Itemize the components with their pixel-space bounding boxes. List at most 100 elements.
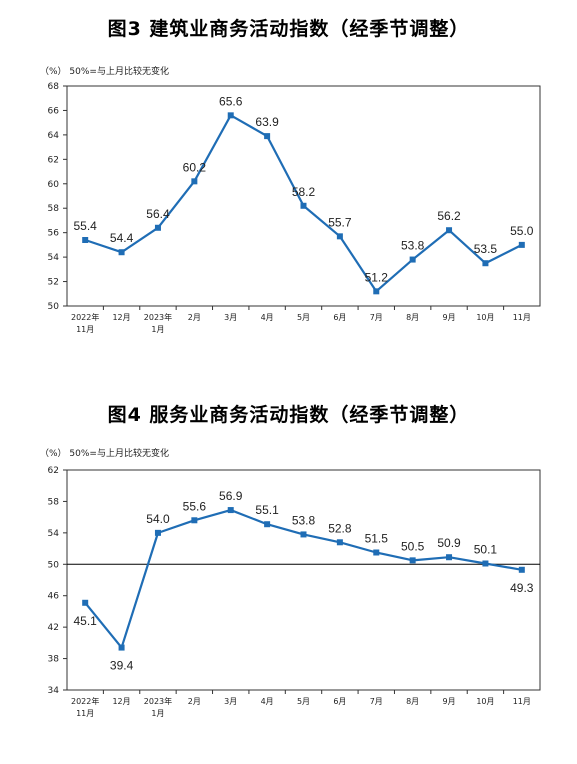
- chart-3-x-tick-label: 10月: [476, 313, 494, 322]
- chart-4-y-tick-label: 62: [48, 466, 59, 476]
- chart-4-data-point: [227, 507, 234, 514]
- chart-3-x-tick-label: 2023年: [144, 312, 172, 322]
- chart-4-series-line: [84, 508, 522, 649]
- chart-4-title: 图4 服务业商务活动指数（经季节调整）: [107, 404, 470, 426]
- chart-3-data-point: [446, 227, 453, 234]
- chart-3-data-label: 63.9: [255, 115, 279, 129]
- chart-3-x-tick-label: 8月: [406, 313, 419, 322]
- chart-4-x-tick-label: 2月: [188, 697, 201, 706]
- chart-3-data-label: 55.4: [74, 219, 98, 233]
- chart-3-data-point: [154, 224, 161, 231]
- chart-4-x-tick-label: 6月: [333, 697, 346, 706]
- chart-3-x-tick-label: 11月: [513, 313, 531, 322]
- chart-4-data-point: [518, 566, 525, 573]
- chart-3-data-label: 54.4: [110, 231, 134, 245]
- chart-3-data-label: 55.0: [510, 224, 534, 238]
- chart-3-data-point: [82, 237, 89, 243]
- chart-3-data-point: [118, 249, 125, 256]
- chart-4-data-point: [118, 644, 125, 651]
- chart-4-y-tick-label: 38: [48, 655, 60, 665]
- chart-4-x-tick-label: 8月: [406, 697, 419, 706]
- chart-3-x-tick-label: 4月: [261, 313, 274, 322]
- chart-3-title: 图3 建筑业商务活动指数（经季节调整）: [107, 18, 470, 40]
- chart-3-data-point: [409, 256, 416, 263]
- chart-4-data-label: 52.8: [328, 521, 352, 535]
- chart-3-x-tick-label: 2022年: [71, 312, 99, 322]
- chart-3-data-point: [373, 288, 380, 295]
- chart-4-data-point: [446, 554, 453, 561]
- chart-3-x-tick-label: 11月: [76, 325, 94, 334]
- chart-4-services-business-activity: 34 38 42 46 50 54 58 62 2022年 11月 12月 2023年 1月 2月 3月 4月…: [48, 466, 541, 718]
- chart-4-data-point: [264, 521, 271, 528]
- chart-3-data-label: 65.6: [219, 94, 243, 108]
- chart-3-y-tick-label: 60: [48, 180, 60, 190]
- chart-3-y-tick-label: 68: [48, 82, 60, 92]
- chart-3-construction-business-activity: 50 52 54 56 58 60 62 64 66 68 2022年 11月 12月 2023年 1月 2月…: [48, 82, 541, 334]
- chart-4-y-tick-label: 58: [48, 497, 60, 507]
- chart-3-data-point: [300, 202, 307, 209]
- chart-4-x-tick-label: 7月: [370, 697, 383, 706]
- chart-4-data-point: [82, 599, 89, 606]
- chart-3-data-point: [336, 233, 343, 240]
- chart-3-data-point: [264, 133, 271, 140]
- chart-3-plot-frame: [66, 85, 541, 307]
- chart-4-data-label: 56.9: [219, 489, 243, 503]
- chart-4-data-point: [482, 560, 489, 567]
- chart-4-y-tick-label: 50: [48, 560, 60, 570]
- chart-3-data-label: 53.8: [401, 239, 425, 253]
- chart-3-y-tick-label: 58: [48, 204, 60, 214]
- chart-3-data-point: [227, 112, 234, 119]
- chart-3-y-tick-label: 56: [48, 229, 60, 239]
- chart-3-data-label: 51.2: [365, 270, 389, 284]
- chart-4-x-tick-label: 1月: [151, 709, 164, 718]
- chart-3-unit-note: （%） 50%=与上月比较无变化: [40, 67, 169, 77]
- chart-3-y-tick-label: 50: [48, 302, 60, 312]
- chart-4-data-label: 39.4: [110, 659, 134, 673]
- chart-3-data-point: [482, 260, 489, 267]
- chart-3-x-tick-label: 6月: [333, 313, 346, 322]
- chart-4-y-tick-label: 46: [48, 592, 60, 602]
- chart-4-x-tick-label: 11月: [513, 697, 531, 706]
- chart-3-data-label: 53.5: [474, 242, 498, 256]
- chart-4-data-point: [409, 557, 416, 564]
- chart-3-data-label: 58.2: [292, 185, 316, 199]
- chart-4-data-label: 53.8: [292, 513, 316, 527]
- chart-3-data-label: 55.7: [328, 215, 352, 229]
- chart-4-data-point: [300, 531, 307, 538]
- chart-3-data-point: [191, 178, 198, 185]
- chart-4-data-label: 55.6: [183, 499, 207, 513]
- chart-4-data-point: [154, 529, 161, 536]
- chart-4-data-label: 51.5: [365, 532, 389, 546]
- chart-4-y-tick-label: 54: [48, 529, 60, 539]
- chart-3-x-tick-label: 5月: [297, 313, 310, 322]
- chart-3-y-tick-label: 62: [48, 155, 59, 165]
- chart-4-data-label: 54.0: [146, 512, 170, 526]
- chart-4-x-tick-label: 10月: [476, 697, 494, 706]
- chart-4-y-tick-label: 34: [48, 686, 60, 696]
- chart-3-data-label: 60.2: [183, 160, 207, 174]
- chart-4-x-tick-label: 11月: [76, 709, 94, 718]
- chart-4-data-point: [336, 539, 343, 546]
- chart-4-unit-note: （%） 50%=与上月比较无变化: [40, 449, 169, 459]
- chart-4-x-tick-label: 4月: [261, 697, 274, 706]
- chart-3-x-tick-label: 1月: [151, 325, 164, 334]
- chart-3-x-tick-label: 12月: [112, 313, 130, 322]
- chart-4-x-tick-label: 5月: [297, 697, 310, 706]
- chart-4-x-tick-label: 12月: [112, 697, 130, 706]
- chart-3-data-label: 56.2: [437, 209, 461, 223]
- chart-3-y-tick-label: 52: [48, 278, 59, 288]
- chart-4-data-label: 49.3: [510, 581, 534, 595]
- chart-3-y-tick-label: 64: [48, 131, 60, 141]
- chart-4-data-point: [191, 517, 198, 524]
- chart-3-data-point: [518, 241, 525, 248]
- chart-4-x-tick-label: 2023年: [144, 696, 172, 706]
- chart-4-data-label: 50.1: [474, 543, 498, 557]
- chart-4-x-tick-label: 3月: [224, 697, 237, 706]
- chart-3-y-tick-label: 66: [48, 106, 60, 116]
- chart-3-data-label: 56.4: [146, 207, 170, 221]
- chart-4-y-tick-label: 42: [48, 623, 59, 633]
- chart-4-plot-frame: [66, 469, 541, 691]
- chart-3-y-tick-label: 54: [48, 253, 60, 263]
- chart-3-x-tick-label: 3月: [224, 313, 237, 322]
- chart-3-x-tick-label: 2月: [188, 313, 201, 322]
